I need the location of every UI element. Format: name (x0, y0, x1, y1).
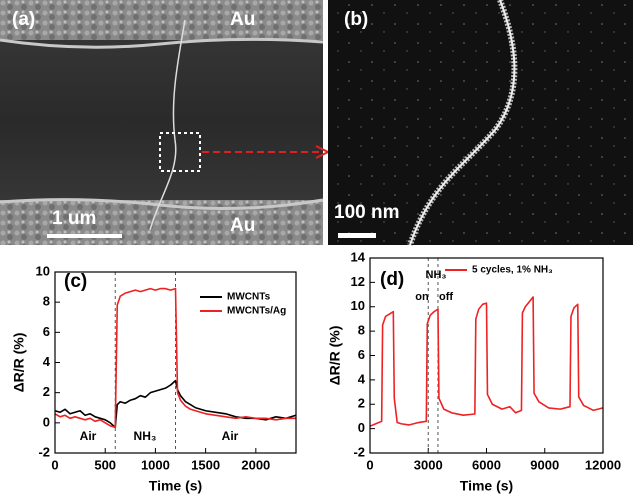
y-tick-label: 4 (43, 354, 51, 369)
x-axis-label: Time (s) (460, 478, 513, 494)
x-tick-label: 6000 (472, 457, 501, 472)
electrode-label: Au (230, 9, 255, 30)
annotation: Air (80, 429, 97, 443)
y-tick-label: 4 (358, 371, 366, 386)
y-axis-label: ΔR/R (%) (327, 326, 343, 386)
panel-label: (d) (380, 269, 404, 290)
scale-bar-label: 100 nm (334, 202, 399, 223)
y-tick-label: 0 (43, 414, 50, 429)
y-tick-label: 6 (43, 324, 50, 339)
x-tick-label: 2000 (241, 457, 270, 472)
y-axis-label: ΔR/R (%) (11, 333, 27, 393)
x-tick-label: 1000 (141, 457, 170, 472)
data-line (54, 379, 297, 429)
legend-label: 5 cycles, 1% NH₃ (472, 265, 553, 276)
electrode-label: Au (230, 215, 255, 236)
panel-label: (a) (12, 9, 35, 30)
x-tick-label: 12000 (585, 457, 621, 472)
y-tick-label: 0 (358, 420, 365, 435)
panel-label: (b) (344, 9, 368, 30)
y-tick-label: 2 (43, 384, 50, 399)
y-tick-label: 2 (358, 396, 365, 411)
sem-image-b: (b) 100 nm (328, 0, 633, 246)
x-axis-label: Time (s) (149, 478, 202, 494)
x-tick-label: 0 (51, 457, 58, 472)
y-tick-label: 14 (351, 249, 366, 264)
data-line (54, 287, 296, 429)
annotation: off (439, 291, 453, 303)
data-line (369, 296, 604, 427)
y-tick-label: 12 (351, 274, 365, 289)
sem-image-a: (a) Au Au 1 um (0, 0, 331, 245)
legend-label: MWCNTs (227, 292, 271, 303)
annotation: NH₃ (426, 269, 447, 281)
annotation: Air (222, 429, 239, 443)
y-tick-label: -2 (38, 444, 50, 459)
plot-frame (369, 257, 604, 454)
y-tick-label: -2 (353, 444, 365, 459)
x-tick-label: 0 (366, 457, 373, 472)
y-tick-label: 8 (358, 323, 365, 338)
legend-label: MWCNTs/Ag (227, 306, 286, 317)
y-tick-label: 6 (358, 347, 365, 362)
annotation: NH₃ (134, 429, 157, 443)
x-tick-label: 9000 (530, 457, 559, 472)
x-tick-label: 1500 (191, 457, 220, 472)
scale-bar-label: 1 um (52, 208, 96, 229)
plot-frame (54, 271, 297, 454)
y-tick-label: 10 (36, 263, 50, 278)
x-tick-label: 500 (94, 457, 116, 472)
y-tick-label: 10 (351, 298, 365, 313)
panel-label: (c) (64, 271, 87, 292)
x-tick-label: 3000 (414, 457, 443, 472)
y-tick-label: 8 (43, 294, 50, 309)
annotation: on (415, 291, 429, 303)
